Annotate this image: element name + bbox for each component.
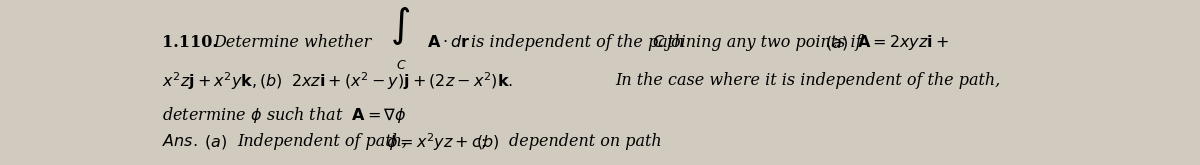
Text: $(a)$: $(a)$ (826, 34, 848, 52)
Text: $(b)$: $(b)$ (259, 72, 282, 90)
Text: $2xz\mathbf{i} + (x^2 - y)\mathbf{j} + (2z - x^2)\mathbf{k}.$: $2xz\mathbf{i} + (x^2 - y)\mathbf{j} + (… (292, 70, 514, 92)
Text: joining any two points if: joining any two points if (667, 34, 863, 51)
Text: $\phi = x^2yz + c;$: $\phi = x^2yz + c;$ (386, 131, 486, 153)
Text: dependent on path: dependent on path (509, 133, 661, 150)
Text: $(a)$: $(a)$ (204, 133, 227, 151)
Text: $x^2z\mathbf{j} + x^2y\mathbf{k},$: $x^2z\mathbf{j} + x^2y\mathbf{k},$ (162, 70, 257, 92)
Text: In the case where it is independent of the path,: In the case where it is independent of t… (616, 72, 1001, 89)
Text: $\int$: $\int$ (390, 5, 410, 47)
Text: Determine whether: Determine whether (214, 34, 372, 51)
Text: determine $\phi$ such that  $\mathbf{A} = \nabla\phi$: determine $\phi$ such that $\mathbf{A} =… (162, 105, 407, 125)
Text: $(b)$: $(b)$ (475, 133, 499, 151)
Text: $Ans.$: $Ans.$ (162, 133, 198, 150)
Text: $C$: $C$ (653, 34, 665, 51)
Text: is independent of the path: is independent of the path (470, 34, 684, 51)
Text: $C$: $C$ (396, 59, 407, 72)
Text: $\mathbf{A}\cdot d\mathbf{r}$: $\mathbf{A}\cdot d\mathbf{r}$ (427, 34, 470, 51)
Text: 1.110.: 1.110. (162, 34, 218, 51)
Text: $\mathbf{A} = 2xyz\mathbf{i} +$: $\mathbf{A} = 2xyz\mathbf{i} +$ (857, 33, 949, 52)
Text: Independent of path,: Independent of path, (238, 133, 408, 150)
